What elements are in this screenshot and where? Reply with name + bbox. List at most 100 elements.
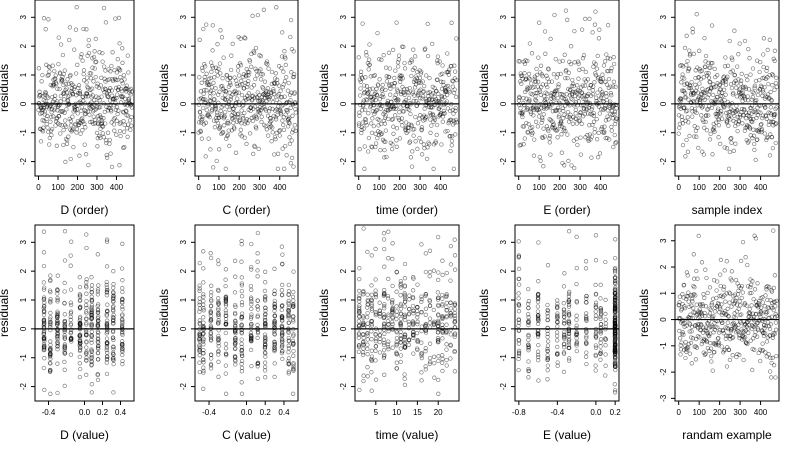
data-point [568,112,573,117]
data-point [216,336,221,341]
data-point [700,303,705,308]
y-tick-label: 3 [339,240,348,245]
data-point [394,366,399,371]
data-point [272,320,277,325]
data-point [604,97,609,103]
data-point [584,316,589,322]
data-point [411,79,417,84]
data-point [612,132,617,138]
data-point [699,260,705,265]
data-point [409,164,415,169]
data-point [535,352,541,358]
data-point [526,71,532,77]
data-point [562,112,567,117]
data-point [382,288,387,293]
data-point [753,236,759,241]
data-point [555,319,560,324]
data-point [271,91,277,97]
data-point [263,108,269,113]
data-point [216,261,221,267]
data-point [705,290,710,296]
data-point [55,322,60,327]
data-point [407,85,412,91]
data-point [581,53,587,58]
data-point [120,46,125,51]
data-point [276,64,282,69]
data-point [239,344,244,350]
data-point [89,382,94,387]
data-point [546,79,552,85]
data-point [432,117,438,122]
data-point [366,57,372,62]
data-point [217,124,223,129]
data-point [197,37,202,42]
data-point [37,89,42,94]
data-point [81,78,87,83]
data-point [574,323,579,328]
data-point [249,264,254,270]
data-point [249,336,254,341]
data-point [574,265,579,271]
data-point [394,316,399,322]
data-point [723,336,728,341]
data-point [746,139,751,144]
data-point [367,42,372,47]
data-point [424,73,429,78]
data-point [580,66,585,72]
data-point [734,94,739,99]
data-point [257,110,263,116]
data-point [727,357,733,363]
data-point [399,73,404,78]
data-point [583,97,588,102]
data-point [690,114,695,119]
data-point [41,342,47,347]
data-point [70,127,75,133]
data-point [434,132,439,138]
data-point [273,71,279,76]
data-point [126,98,132,104]
data-point [104,237,110,242]
y-tick-label: 3 [179,15,188,20]
x-axis-title: time (value) [376,428,439,442]
data-point [253,76,258,82]
data-point [80,58,85,63]
y-axis-title: residuals [317,289,331,337]
data-point [279,344,285,350]
data-point [583,266,589,271]
data-point [391,124,396,129]
data-point [545,339,551,344]
data-point [603,135,608,141]
data-point [73,27,79,32]
data-point [713,84,719,89]
data-point [119,323,125,329]
data-point [216,338,221,343]
data-point [752,141,757,147]
data-point [526,320,531,325]
x-tick-label: 200 [71,183,85,192]
data-point [595,90,600,95]
data-point [281,114,286,120]
x-tick-label: 0.4 [278,408,290,417]
data-point [682,304,687,309]
data-point [104,293,110,298]
data-point [66,81,71,86]
data-point [114,118,119,123]
data-point [64,124,69,129]
data-point [55,347,60,352]
data-point [249,306,254,312]
y-tick-label: 1 [179,72,188,77]
data-point [197,286,202,291]
data-point [78,293,83,298]
data-point [700,313,705,318]
data-point [292,123,297,128]
data-point [452,69,458,74]
data-point [410,295,416,301]
data-point [448,311,453,316]
data-point [685,149,691,154]
data-point [357,308,362,314]
data-point [449,64,454,69]
data-point [291,127,296,132]
data-point [706,75,712,80]
data-point [62,300,67,306]
